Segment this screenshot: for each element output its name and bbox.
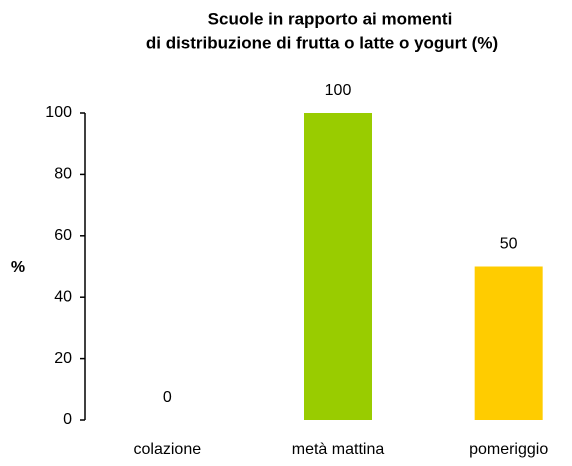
chart-title: di distribuzione di frutta o latte o yog… xyxy=(146,33,498,52)
data-label: 100 xyxy=(325,82,352,99)
y-tick-label: 20 xyxy=(54,350,72,367)
y-tick-label: 40 xyxy=(54,288,72,305)
bar xyxy=(474,266,543,420)
bar xyxy=(304,113,372,420)
y-tick-label: 0 xyxy=(63,411,72,428)
x-tick-label: pomeriggio xyxy=(469,441,548,458)
y-tick-label: 60 xyxy=(54,227,72,244)
data-label: 50 xyxy=(500,236,518,253)
chart-title: Scuole in rapporto ai momenti xyxy=(208,9,453,28)
x-tick-label: metà mattina xyxy=(292,441,385,458)
y-tick-label: 80 xyxy=(54,166,72,183)
y-axis-label: % xyxy=(11,259,25,276)
data-label: 0 xyxy=(163,389,172,406)
x-tick-label: colazione xyxy=(134,441,202,458)
y-tick-label: 100 xyxy=(45,104,72,121)
